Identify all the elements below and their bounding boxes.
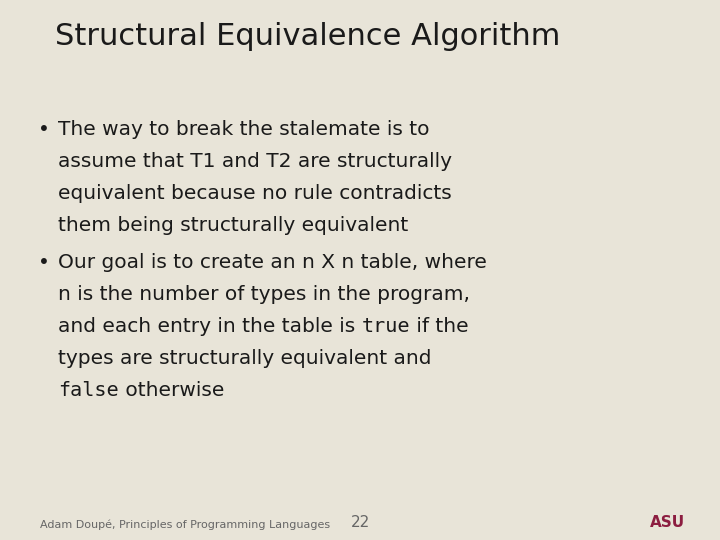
Text: equivalent because no rule contradicts: equivalent because no rule contradicts xyxy=(58,184,451,203)
Text: Structural Equivalence Algorithm: Structural Equivalence Algorithm xyxy=(55,22,560,51)
Text: 22: 22 xyxy=(351,515,369,530)
Text: them being structurally equivalent: them being structurally equivalent xyxy=(58,216,408,235)
Text: Adam Doupé, Principles of Programming Languages: Adam Doupé, Principles of Programming La… xyxy=(40,519,330,530)
Text: ASU: ASU xyxy=(650,515,685,530)
Text: assume that T1 and T2 are structurally: assume that T1 and T2 are structurally xyxy=(58,152,452,171)
Text: •: • xyxy=(38,253,50,272)
Text: otherwise: otherwise xyxy=(119,381,224,400)
Text: n is the number of types in the program,: n is the number of types in the program, xyxy=(58,285,470,304)
Text: and each entry in the table is: and each entry in the table is xyxy=(58,317,361,336)
Text: •: • xyxy=(38,120,50,139)
Text: types are structurally equivalent and: types are structurally equivalent and xyxy=(58,349,431,368)
Text: if the: if the xyxy=(410,317,469,336)
Text: Our goal is to create an n X n table, where: Our goal is to create an n X n table, wh… xyxy=(58,253,487,272)
Text: false: false xyxy=(58,381,119,400)
Text: The way to break the stalemate is to: The way to break the stalemate is to xyxy=(58,120,430,139)
Text: true: true xyxy=(361,317,410,336)
